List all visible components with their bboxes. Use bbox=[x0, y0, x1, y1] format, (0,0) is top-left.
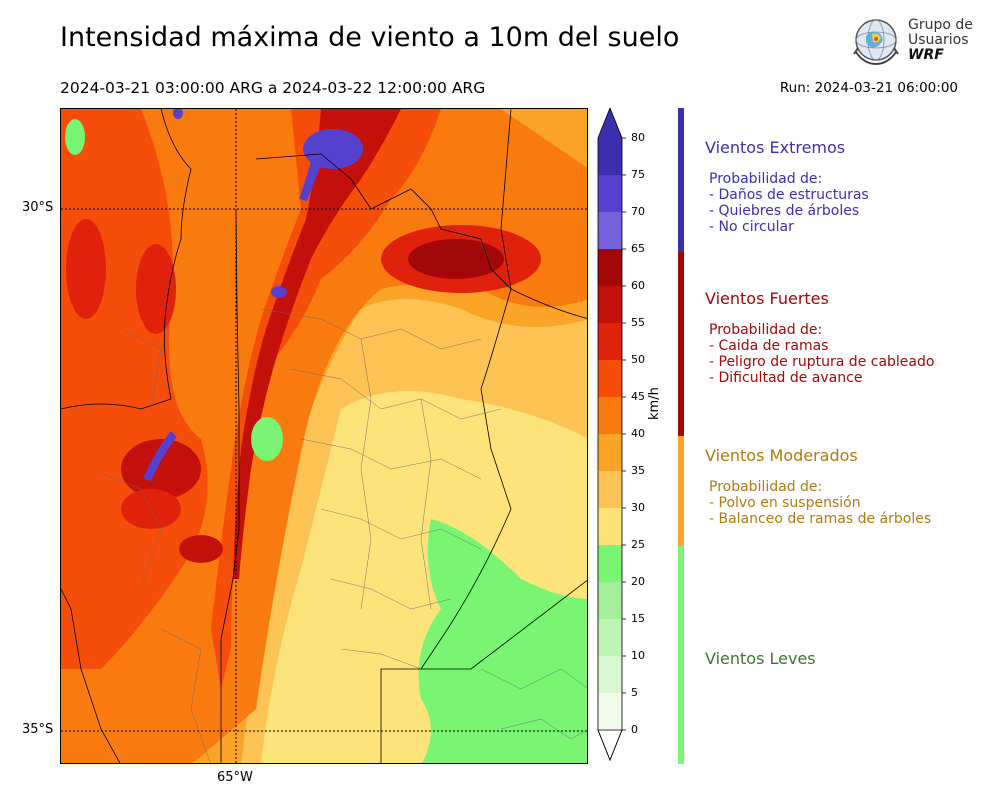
category-strong-title: Vientos Fuertes bbox=[705, 289, 829, 308]
colorbar-tick-label: 5 bbox=[631, 686, 638, 699]
colorbar-tick-label: 80 bbox=[631, 131, 645, 144]
category-moderate-title: Vientos Moderados bbox=[705, 446, 858, 465]
colorbar-tick-label: 25 bbox=[631, 538, 645, 551]
category-item: - Quiebres de árboles bbox=[709, 203, 860, 219]
colorbar-tick-label: 40 bbox=[631, 427, 645, 440]
wind-intensity-map bbox=[60, 108, 588, 764]
colorbar-tick-label: 0 bbox=[631, 723, 638, 736]
colorbar-tick-label: 15 bbox=[631, 612, 645, 625]
legend-bar-light bbox=[678, 546, 684, 764]
category-moderate-details: Probabilidad de: - Polvo en suspensión -… bbox=[709, 479, 932, 527]
category-extreme: Vientos Extremos Probabilidad de: - Daño… bbox=[705, 138, 869, 235]
category-item: - Caida de ramas bbox=[709, 338, 829, 354]
colorbar-tick-label: 70 bbox=[631, 205, 645, 218]
category-extreme-details: Probabilidad de: - Daños de estructuras … bbox=[709, 171, 869, 235]
colorbar-tick-label: 50 bbox=[631, 353, 645, 366]
category-strong-details: Probabilidad de: - Caida de ramas - Peli… bbox=[709, 322, 935, 386]
map-title: Intensidad máxima de viento a 10m del su… bbox=[60, 22, 680, 53]
category-item: - Polvo en suspensión bbox=[709, 495, 861, 511]
colorbar-tick-label: 60 bbox=[631, 279, 645, 292]
category-item: - No circular bbox=[709, 219, 794, 235]
colorbar-tick-label: 65 bbox=[631, 242, 645, 255]
category-moderate: Vientos Moderados Probabilidad de: - Pol… bbox=[705, 446, 931, 527]
lon-label-65w: 65°W bbox=[217, 770, 253, 785]
legend-bar-moderate bbox=[678, 436, 684, 546]
category-light-title: Vientos Leves bbox=[705, 649, 816, 668]
lat-label-30s: 30°S bbox=[22, 200, 54, 215]
category-item: - Dificultad de avance bbox=[709, 370, 863, 386]
category-item: - Peligro de ruptura de cableado bbox=[709, 354, 935, 370]
legend-bar-strong bbox=[678, 252, 684, 436]
colorbar-unit-label: km/h bbox=[647, 387, 662, 420]
colorbar-extend-min bbox=[597, 729, 623, 762]
category-light: Vientos Leves bbox=[705, 649, 816, 668]
category-extreme-title: Vientos Extremos bbox=[705, 138, 846, 157]
colorbar-tick-label: 10 bbox=[631, 649, 645, 662]
colorbar-tick-label: 75 bbox=[631, 168, 645, 181]
colorbar-tick-label: 55 bbox=[631, 316, 645, 329]
logo-text: Grupo de Usuarios WRF bbox=[908, 17, 973, 63]
legend-bar-extreme bbox=[678, 108, 684, 252]
colorbar-tick-label: 45 bbox=[631, 390, 645, 403]
colorbar-tick-label: 20 bbox=[631, 575, 645, 588]
wind-field-svg bbox=[61, 109, 587, 763]
colorbar-extend-max bbox=[598, 108, 622, 138]
category-item: - Balanceo de ramas de árboles bbox=[709, 511, 932, 527]
lat-label-35s: 35°S bbox=[22, 722, 54, 737]
wind-speed-colorbar bbox=[597, 108, 626, 762]
model-run-time: Run: 2024-03-21 06:00:00 bbox=[779, 80, 958, 96]
forecast-period: 2024-03-21 03:00:00 ARG a 2024-03-22 12:… bbox=[60, 79, 486, 97]
grupo-usuarios-wrf-logo: Grupo de Usuarios WRF bbox=[848, 14, 973, 72]
colorbar-tick-label: 35 bbox=[631, 464, 645, 477]
category-item: - Daños de estructuras bbox=[709, 187, 869, 203]
colorbar-tick-label: 30 bbox=[631, 501, 645, 514]
globe-logo-icon bbox=[853, 19, 899, 66]
category-strong: Vientos Fuertes Probabilidad de: - Caida… bbox=[705, 289, 934, 386]
